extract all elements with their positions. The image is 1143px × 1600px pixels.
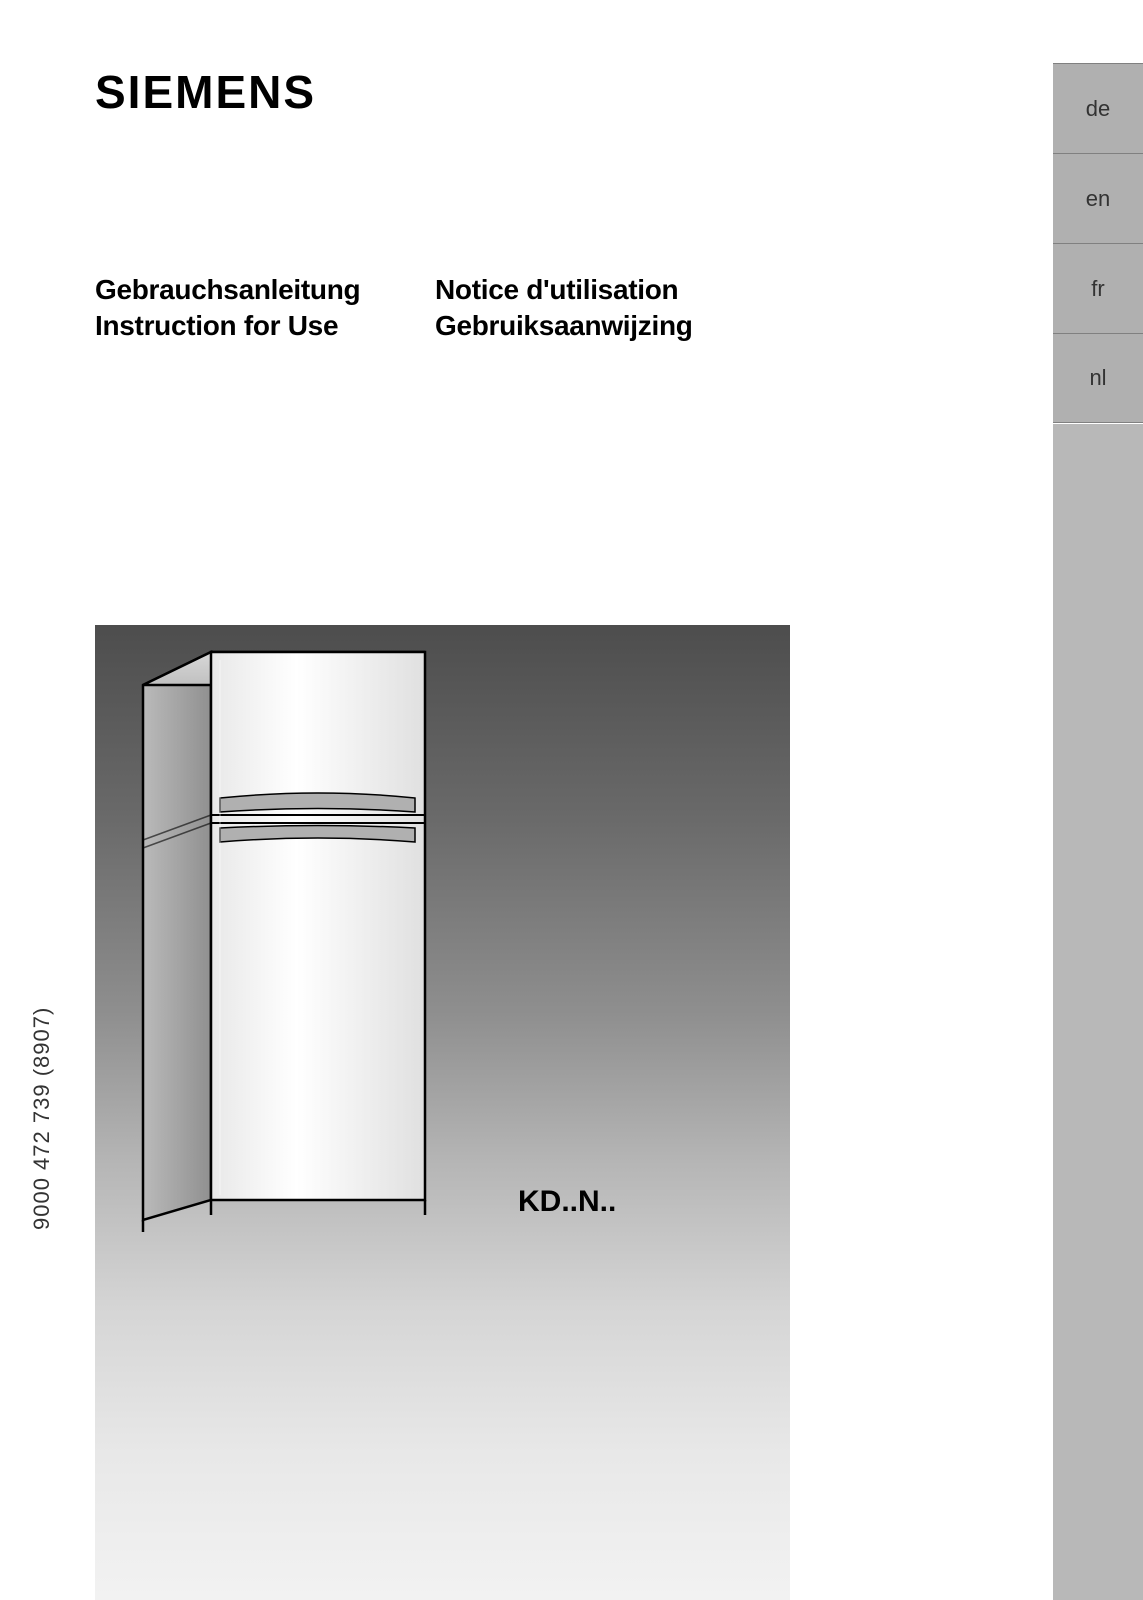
- title-en: Instruction for Use: [95, 308, 435, 344]
- side-panel: [1053, 424, 1143, 1600]
- brand-logo: SIEMENS: [95, 65, 316, 119]
- title-fr: Notice d'utilisation: [435, 272, 795, 308]
- document-number: 9000 472 739 (8907): [29, 1007, 55, 1230]
- lang-tab-nl[interactable]: nl: [1053, 333, 1143, 423]
- title-de: Gebrauchsanleitung: [95, 272, 435, 308]
- title-nl: Gebruiksaanwijzing: [435, 308, 795, 344]
- language-tabs: de en fr nl: [1053, 63, 1143, 423]
- lang-tab-fr[interactable]: fr: [1053, 243, 1143, 333]
- fridge-illustration: [125, 640, 465, 1235]
- titles-left-column: Gebrauchsanleitung Instruction for Use: [95, 272, 435, 345]
- lang-tab-de[interactable]: de: [1053, 63, 1143, 153]
- model-number: KD..N..: [518, 1185, 616, 1219]
- lang-tab-en[interactable]: en: [1053, 153, 1143, 243]
- titles-block: Gebrauchsanleitung Instruction for Use N…: [95, 272, 795, 345]
- titles-right-column: Notice d'utilisation Gebruiksaanwijzing: [435, 272, 795, 345]
